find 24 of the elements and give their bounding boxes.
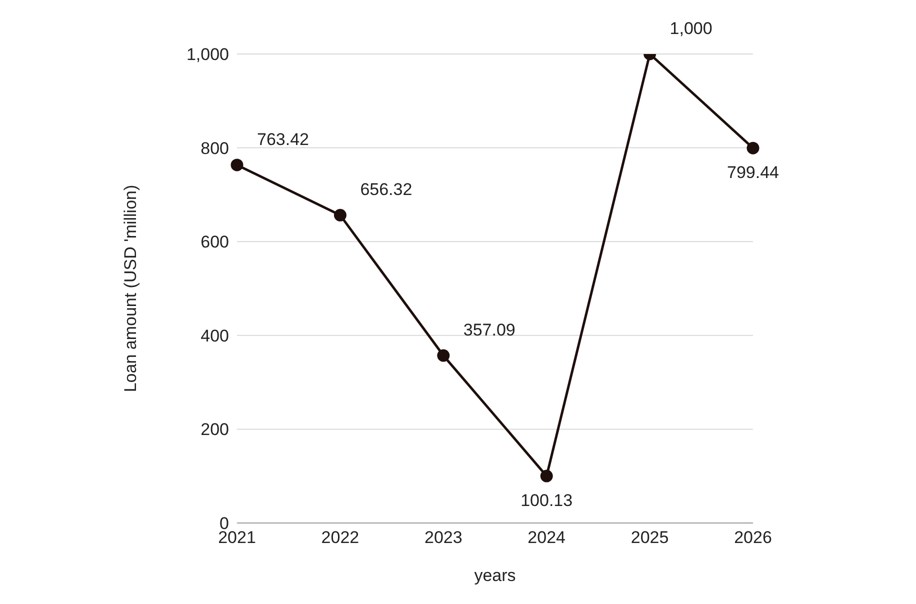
data-label: 100.13 <box>520 491 573 510</box>
point <box>230 158 244 172</box>
point <box>437 349 450 362</box>
y-tick-label: 600 <box>200 232 229 252</box>
x-tick-label: 2026 <box>734 528 772 548</box>
x-tick-label: 2021 <box>218 528 256 548</box>
y-tick-label: 200 <box>200 420 229 440</box>
x-tick-label: 2025 <box>630 528 669 548</box>
point <box>540 470 553 482</box>
y-tick-label: 800 <box>200 138 229 158</box>
x-tick-label: 2024 <box>528 528 566 548</box>
data-label: 1,000 <box>670 19 712 38</box>
y-tick-label: 1,000 <box>186 45 229 64</box>
y-axis-title: Loan amount (USD 'million) <box>121 184 140 392</box>
data-label: 763.42 <box>257 130 309 149</box>
x-axis-title: years <box>474 566 516 585</box>
data-label: 799.44 <box>727 163 779 182</box>
y-tick-label: 400 <box>200 326 229 346</box>
data-label: 656.32 <box>360 180 412 200</box>
point <box>746 142 760 154</box>
point <box>334 208 346 222</box>
x-tick-label: 2023 <box>424 528 462 548</box>
data-label: 357.09 <box>463 320 516 340</box>
x-tick-label: 2022 <box>321 528 360 548</box>
